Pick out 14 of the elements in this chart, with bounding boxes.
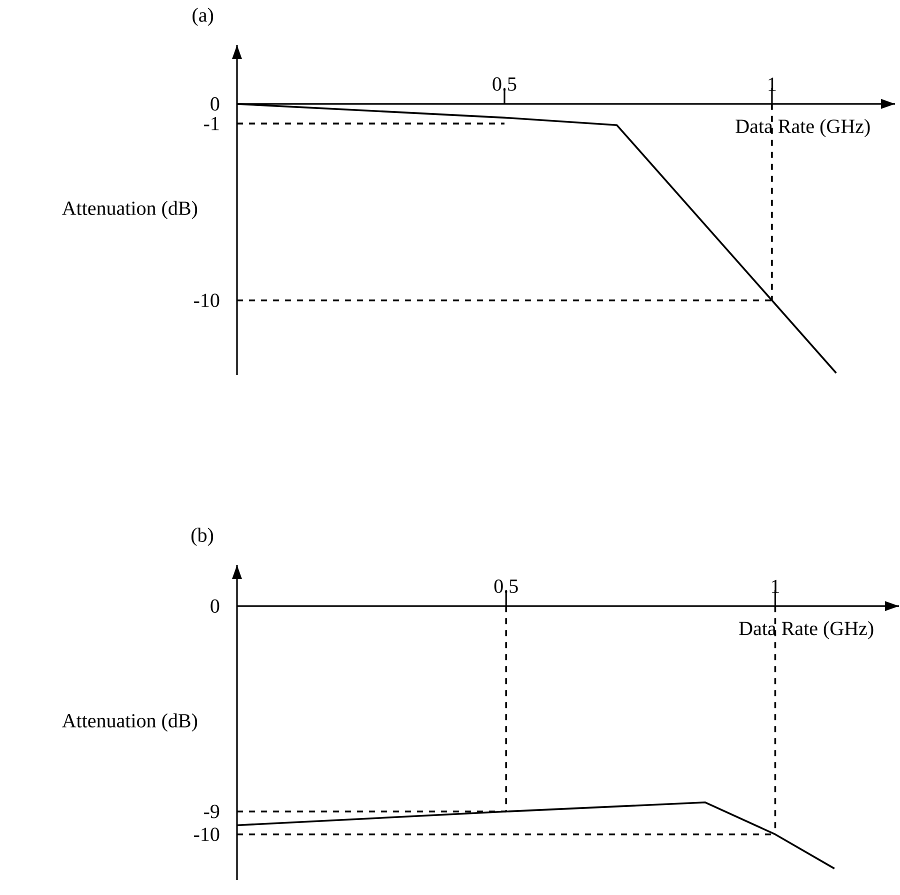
y-tick-label: -1 xyxy=(204,116,219,130)
x-axis-title: Data Rate (GHz) xyxy=(739,621,874,640)
y-tick-label: 0 xyxy=(210,599,220,613)
x-tick-label: 0.5 xyxy=(492,77,516,91)
y-axis-title: Attenuation (dB) xyxy=(62,713,198,732)
y-tick-label: -10 xyxy=(194,828,220,842)
chart-title: (a) xyxy=(192,8,214,26)
y-tick-label: -9 xyxy=(204,804,220,818)
y-tick-label: -10 xyxy=(194,294,220,308)
y-tick-label: 0 xyxy=(210,97,220,111)
chart-title: (b) xyxy=(191,528,214,546)
x-axis-title: Data Rate (GHz) xyxy=(736,118,870,138)
y-axis-title: Attenuation (dB) xyxy=(62,200,198,220)
x-tick-label: 0.5 xyxy=(494,579,518,594)
